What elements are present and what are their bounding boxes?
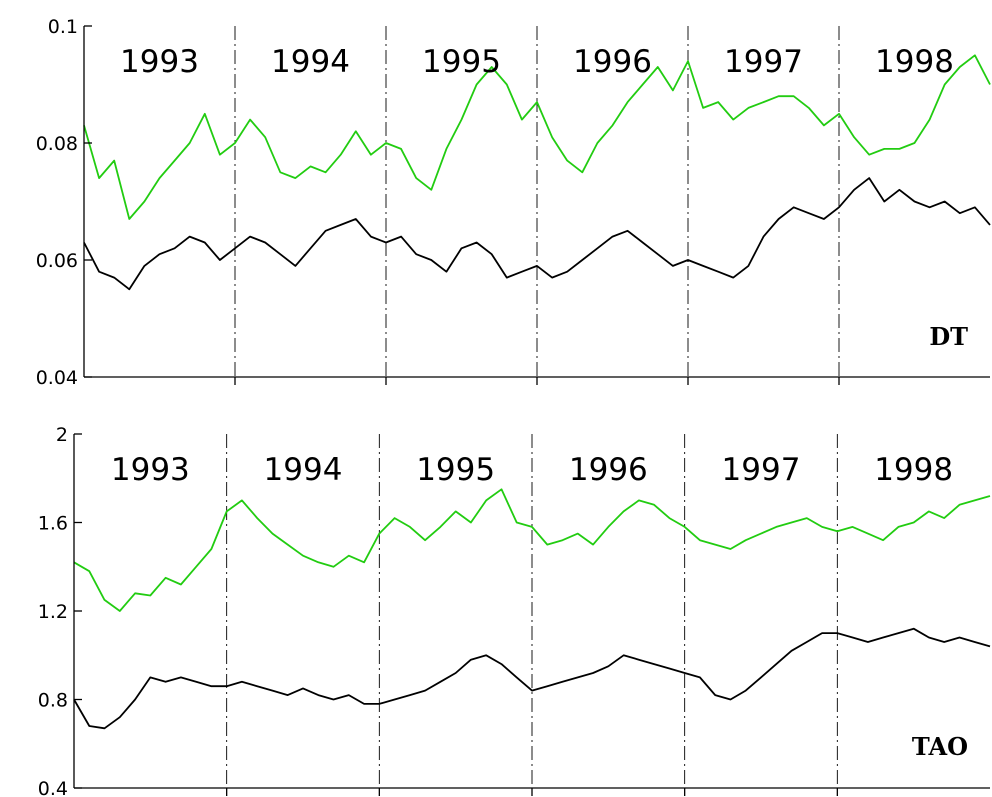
- year-label: 1995: [416, 452, 495, 488]
- series-line-green: [83, 54, 991, 220]
- panel-tao: 0.4 0.8 1.2 1.6 2 1993 1994 1995 1996 1997 1998 TAO: [38, 424, 991, 797]
- y-tick-label: 0.04: [36, 367, 78, 389]
- year-label: 1998: [875, 44, 954, 80]
- year-label: 1996: [573, 44, 652, 80]
- series-line-green: [73, 488, 991, 612]
- year-label: 1997: [722, 452, 801, 488]
- y-tick-label: 0.08: [36, 133, 78, 155]
- y-tick-label: 2: [56, 424, 68, 446]
- year-label: 1997: [724, 44, 803, 80]
- y-tick-label: 0.8: [38, 690, 68, 712]
- year-label: 1993: [120, 44, 199, 80]
- year-label: 1998: [874, 452, 953, 488]
- panel-label-dt: DT: [929, 322, 968, 351]
- year-label: 1993: [111, 452, 190, 488]
- y-tick-label: 0.4: [38, 778, 68, 797]
- year-label: 1996: [569, 452, 648, 488]
- y-tick-label: 0.06: [36, 250, 78, 272]
- series-line-black: [83, 177, 991, 291]
- y-tick-label: 0.1: [48, 16, 78, 38]
- y-tick-label: 1.6: [38, 513, 68, 535]
- panel-dt: 0.04 0.06 0.08 0.1 1993 1994 1995 1996 1997 1998 D…: [36, 16, 991, 389]
- year-label: 1994: [264, 452, 343, 488]
- panel-label-tao: TAO: [912, 732, 968, 761]
- y-tick-label: 1.2: [38, 601, 68, 623]
- series-line-black: [73, 627, 991, 730]
- year-label: 1995: [422, 44, 501, 80]
- year-label: 1994: [271, 44, 350, 80]
